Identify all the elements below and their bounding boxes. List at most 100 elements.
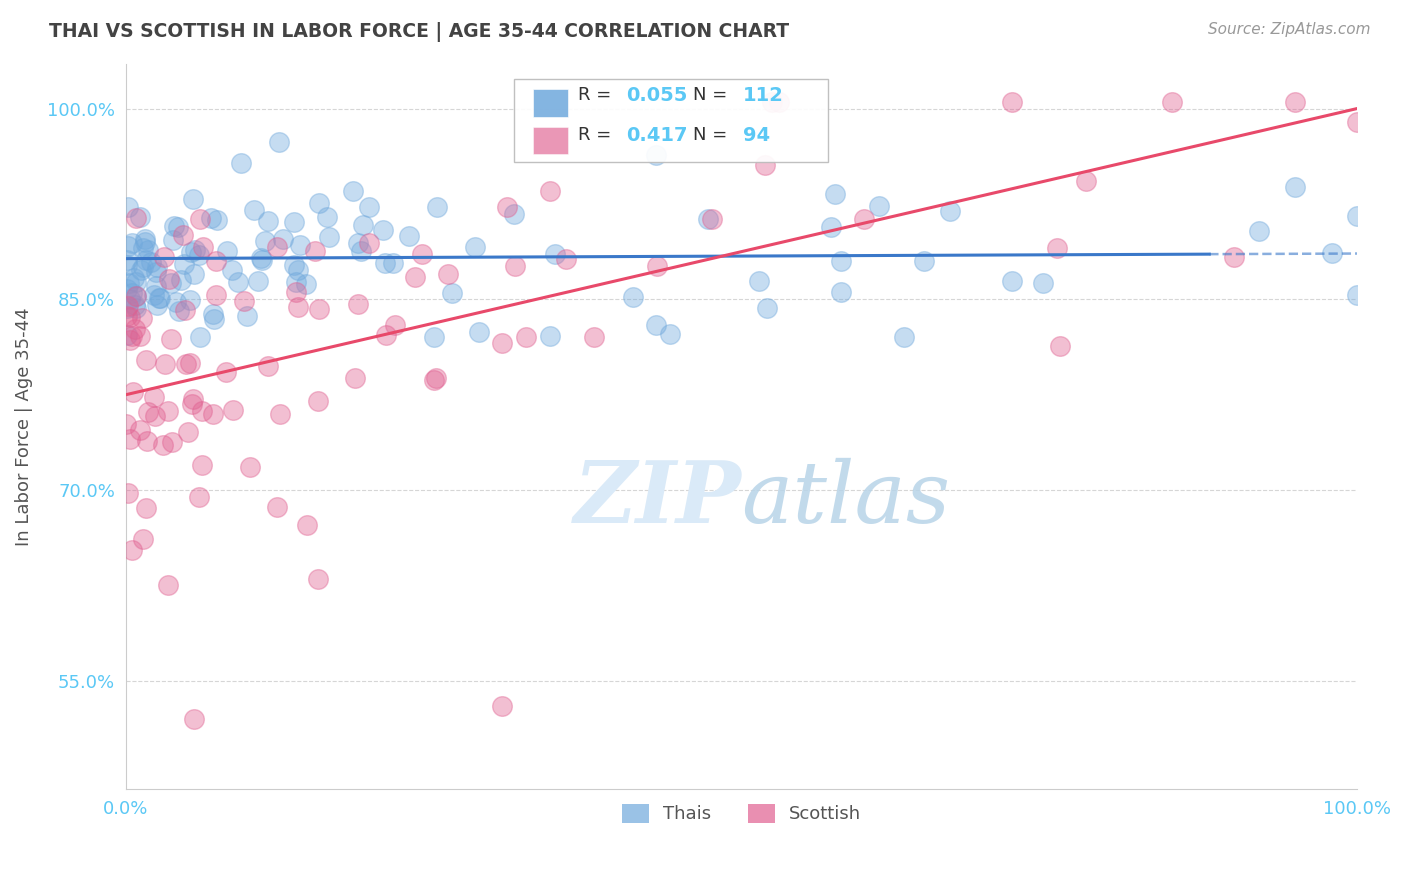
Point — [120, 292, 142, 306]
Point — [307, 572, 329, 586]
Point — [939, 203, 962, 218]
Point — [423, 372, 446, 386]
Point — [1076, 174, 1098, 188]
Point — [132, 260, 155, 274]
Point — [129, 263, 152, 277]
Point — [644, 318, 666, 333]
Point — [554, 252, 576, 266]
Point — [222, 403, 245, 417]
Point — [132, 241, 155, 255]
Point — [250, 252, 273, 267]
Point — [257, 359, 280, 373]
Point — [290, 238, 312, 252]
Point — [121, 285, 143, 300]
Point — [347, 297, 370, 311]
Point — [191, 403, 214, 417]
Point — [436, 267, 458, 281]
Point — [143, 409, 166, 424]
Point — [157, 578, 180, 592]
Point — [177, 425, 200, 440]
Point — [181, 397, 204, 411]
Point — [398, 228, 420, 243]
Point — [124, 298, 146, 312]
Point — [118, 310, 141, 324]
Text: Source: ZipAtlas.com: Source: ZipAtlas.com — [1208, 22, 1371, 37]
Point — [204, 254, 226, 268]
Point — [308, 196, 330, 211]
Point — [152, 438, 174, 452]
Point — [183, 712, 205, 726]
Point — [1161, 95, 1184, 110]
Point — [1046, 241, 1069, 255]
Point — [205, 288, 228, 302]
Point — [117, 486, 139, 500]
Point — [1223, 250, 1246, 264]
Point — [134, 232, 156, 246]
Point — [174, 357, 197, 371]
Point — [183, 267, 205, 281]
FancyBboxPatch shape — [533, 127, 568, 154]
Point — [440, 285, 463, 300]
Point — [491, 699, 513, 714]
Point — [231, 156, 253, 170]
Point — [157, 272, 180, 286]
Point — [748, 274, 770, 288]
Point — [346, 235, 368, 250]
Point — [544, 246, 567, 260]
Point — [117, 299, 139, 313]
Point — [1247, 224, 1270, 238]
Point — [129, 329, 152, 343]
Point — [495, 200, 517, 214]
Point — [381, 256, 404, 270]
Text: 94: 94 — [742, 126, 770, 145]
Point — [118, 432, 141, 446]
Point — [214, 365, 236, 379]
Point — [174, 303, 197, 318]
Point — [148, 291, 170, 305]
Point — [644, 148, 666, 162]
Point — [201, 307, 224, 321]
Point — [761, 95, 783, 110]
Point — [868, 199, 890, 213]
Point — [125, 301, 148, 315]
Point — [538, 184, 561, 198]
Point — [142, 287, 165, 301]
FancyBboxPatch shape — [513, 78, 828, 162]
Point — [121, 543, 143, 558]
Point — [118, 334, 141, 348]
Point — [893, 330, 915, 344]
Point — [375, 327, 398, 342]
Point — [173, 256, 195, 270]
Point — [153, 251, 176, 265]
Point — [125, 275, 148, 289]
Point — [146, 260, 169, 274]
Point — [134, 235, 156, 250]
Point — [117, 309, 139, 323]
Point — [172, 228, 194, 243]
Point — [285, 275, 308, 289]
Point — [191, 458, 214, 472]
Point — [136, 405, 159, 419]
Point — [232, 293, 254, 308]
Point — [136, 434, 159, 448]
Text: R =: R = — [578, 87, 617, 104]
Point — [167, 220, 190, 235]
Point — [269, 135, 291, 149]
Point — [304, 244, 326, 258]
Point — [384, 318, 406, 332]
Point — [1346, 288, 1368, 302]
Point — [135, 501, 157, 516]
Point — [165, 294, 187, 309]
Point — [515, 330, 537, 344]
Text: atlas: atlas — [741, 458, 950, 541]
Point — [754, 158, 776, 172]
Point — [350, 244, 373, 258]
Point — [287, 263, 309, 277]
Point — [830, 254, 852, 268]
Point — [129, 210, 152, 224]
Text: 112: 112 — [742, 86, 783, 104]
Text: 0.055: 0.055 — [626, 86, 688, 104]
Point — [188, 490, 211, 504]
Point — [121, 329, 143, 343]
Point — [374, 256, 396, 270]
